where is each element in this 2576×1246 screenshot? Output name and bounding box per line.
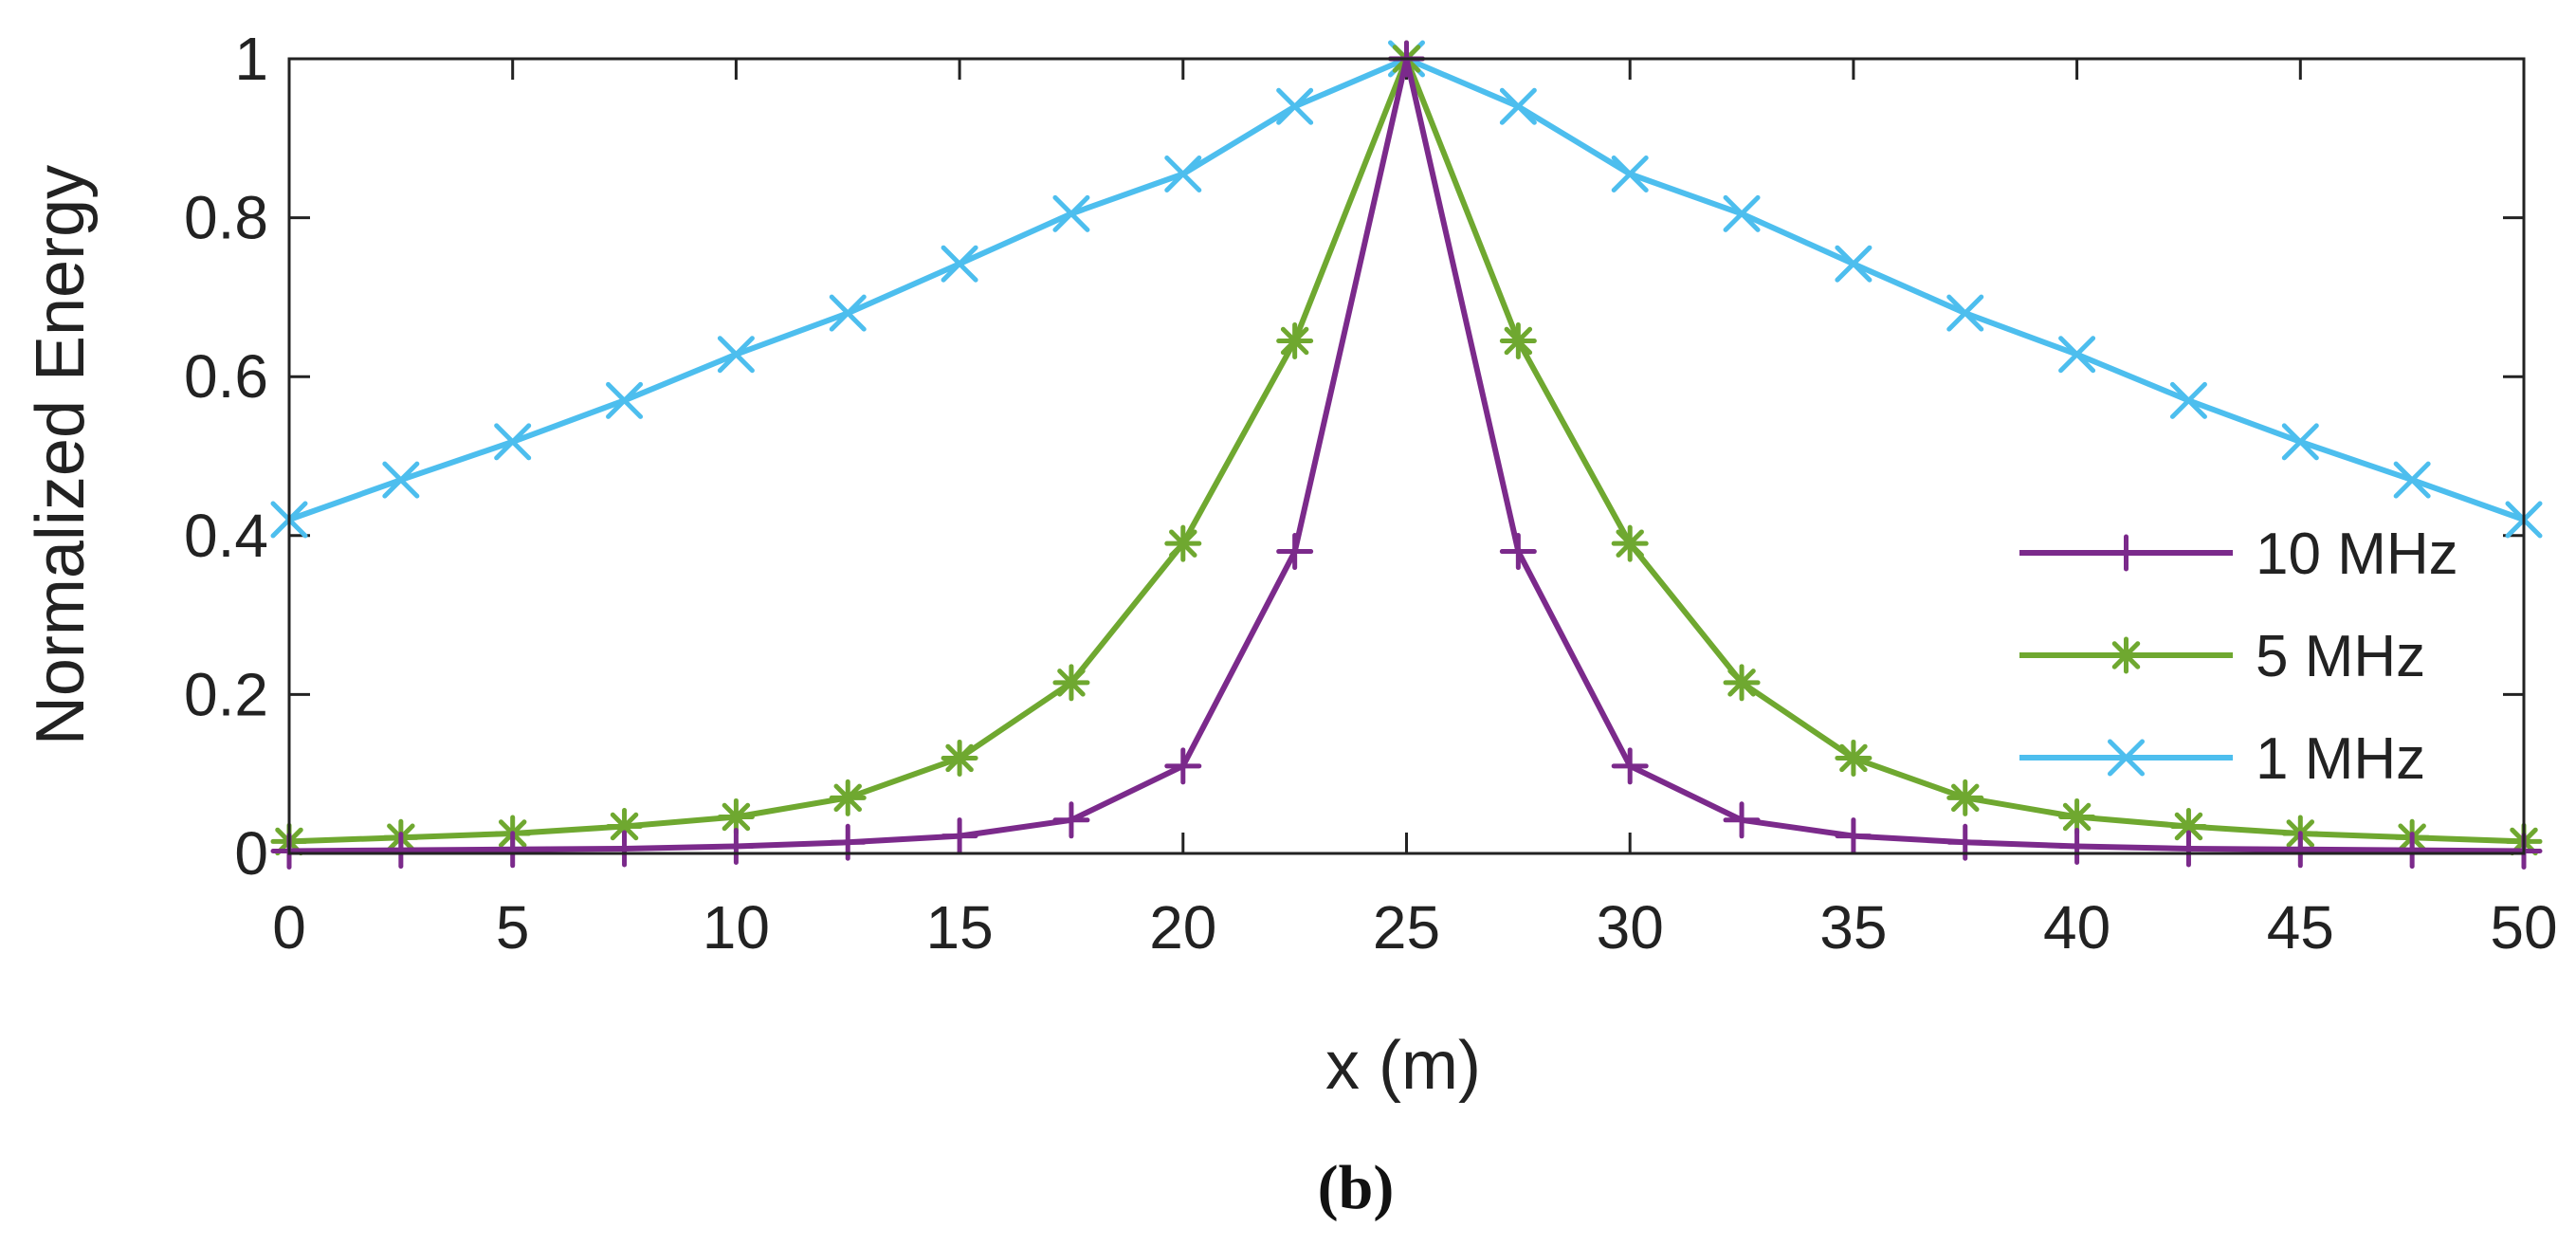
data-point-5-mhz: [1723, 664, 1761, 702]
x-tick-label: 10: [703, 893, 770, 962]
data-point-10-mhz: [2393, 832, 2431, 870]
data-point-1-mhz: [2169, 381, 2207, 419]
data-point-1-mhz: [1164, 156, 1202, 193]
data-point-5-mhz: [1052, 664, 1090, 702]
data-point-5-mhz: [1499, 321, 1537, 359]
plot-frame: [287, 57, 2526, 855]
series-5-mhz: [270, 40, 2543, 860]
data-point-1-mhz: [941, 245, 978, 283]
data-point-10-mhz: [1499, 533, 1537, 571]
legend-label-5-mhz: 5 MHz: [2256, 624, 2425, 689]
x-axis-ticks: 0 5 10 15 20 25 30 35 40 45 50: [272, 59, 2558, 962]
data-point-10-mhz: [1835, 817, 1873, 855]
data-point-5-mhz: [1276, 321, 1314, 359]
data-point-5-mhz: [941, 739, 978, 777]
x-tick-label: 35: [1819, 893, 1887, 962]
series-10-mhz: [270, 40, 2543, 870]
x-axis-label: x (m): [1325, 1028, 1481, 1104]
data-point-1-mhz: [2058, 336, 2096, 374]
data-point-5-mhz: [1611, 524, 1649, 562]
data-point-1-mhz: [1611, 156, 1649, 193]
data-point-1-mhz: [1276, 87, 1314, 125]
y-tick-label: 0.4: [184, 502, 268, 570]
data-point-1-mhz: [1835, 245, 1873, 283]
data-point-1-mhz: [494, 423, 532, 461]
data-point-5-mhz: [2058, 797, 2096, 835]
data-point-10-mhz: [494, 831, 532, 869]
data-point-1-mhz: [1946, 294, 1984, 332]
data-point-10-mhz: [1611, 747, 1649, 785]
x-tick-label: 40: [2043, 893, 2110, 962]
data-point-10-mhz: [717, 827, 755, 865]
data-point-10-mhz: [1164, 747, 1202, 785]
legend-label-10-mhz: 10 MHz: [2256, 522, 2458, 587]
data-point-5-mhz: [717, 797, 755, 835]
data-point-10-mhz: [1276, 533, 1314, 571]
data-point-5-mhz: [1164, 524, 1202, 562]
data-point-1-mhz: [829, 294, 867, 332]
data-point-1-mhz: [1723, 194, 1761, 232]
data-point-10-mhz: [2169, 830, 2207, 868]
x-tick-label: 45: [2267, 893, 2334, 962]
y-axis-label: Normalized Energy: [23, 165, 99, 745]
legend-marker-5-mhz: [2108, 636, 2145, 674]
x-tick-label: 0: [272, 893, 306, 962]
data-point-5-mhz: [829, 779, 867, 816]
y-axis-ticks: 0 0.2 0.4 0.6 0.8 1: [184, 25, 2524, 888]
data-point-1-mhz: [2393, 461, 2431, 499]
x-tick-label: 25: [1373, 893, 1440, 962]
data-point-10-mhz: [2058, 827, 2096, 865]
x-tick-label: 5: [496, 893, 530, 962]
legend: 10 MHz 5 MHz 1 MHz: [2019, 522, 2458, 792]
series-line-1-mhz: [287, 56, 2526, 522]
series-1-mhz: [270, 40, 2543, 539]
series-layer: [270, 40, 2543, 870]
data-point-10-mhz: [1052, 801, 1090, 839]
series-line-5-mhz: [288, 56, 2525, 845]
y-tick-label: 0.6: [184, 342, 268, 411]
legend-marker-1-mhz: [2108, 739, 2145, 777]
data-point-10-mhz: [606, 830, 644, 868]
x-tick-label: 20: [1149, 893, 1216, 962]
data-point-1-mhz: [717, 336, 755, 374]
data-point-5-mhz: [1946, 779, 1984, 816]
data-point-10-mhz: [382, 832, 420, 870]
data-point-1-mhz: [1499, 87, 1537, 125]
x-tick-label: 15: [926, 893, 994, 962]
data-point-5-mhz: [1835, 739, 1873, 777]
data-point-10-mhz: [941, 817, 978, 855]
y-tick-label: 1: [234, 25, 268, 93]
series-line-10-mhz: [288, 56, 2525, 854]
data-point-1-mhz: [606, 381, 644, 419]
data-point-1-mhz: [1052, 194, 1090, 232]
data-point-10-mhz: [1723, 801, 1761, 839]
data-point-1-mhz: [382, 461, 420, 499]
legend-label-1-mhz: 1 MHz: [2256, 726, 2425, 792]
data-point-10-mhz: [2281, 831, 2319, 869]
x-tick-label: 50: [2490, 893, 2557, 962]
y-tick-label: 0: [234, 819, 268, 888]
y-tick-label: 0.8: [184, 184, 268, 252]
figure-caption: (b): [1318, 1153, 1395, 1222]
data-point-1-mhz: [2281, 423, 2319, 461]
x-tick-label: 30: [1597, 893, 1664, 962]
legend-marker-10-mhz: [2108, 534, 2145, 572]
y-tick-label: 0.2: [184, 660, 268, 728]
